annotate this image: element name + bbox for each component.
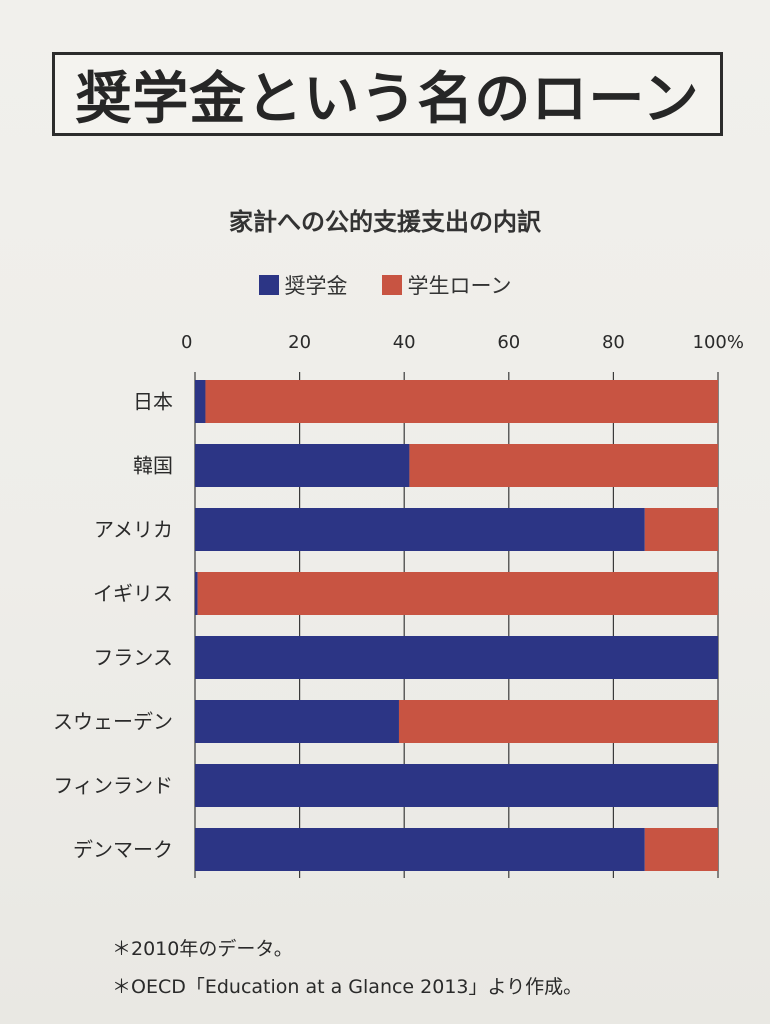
legend-label-scholarship: 奨学金 [284, 274, 348, 298]
x-tick-label-2: 40 [393, 332, 416, 353]
x-tick-label-0: 0 [181, 332, 192, 353]
bar-scholarship-4 [195, 636, 718, 679]
bar-loan-0 [205, 380, 718, 423]
legend-swatch-loan [381, 275, 402, 295]
page-title: 奨学金という名のローン [75, 66, 700, 132]
bar-loan-5 [398, 700, 718, 743]
bar-loan-1 [409, 444, 718, 487]
bar-loan-3 [197, 572, 719, 615]
title-box: 奨学金という名のローン [52, 52, 723, 136]
bar-scholarship-3 [195, 572, 198, 615]
chart-legend: 奨学金 学生ローン [0, 270, 770, 300]
bar-scholarship-6 [195, 764, 718, 807]
legend-swatch-scholarship [258, 275, 279, 295]
category-label-5: スウェーデン [53, 710, 173, 734]
bar-scholarship-1 [195, 444, 410, 487]
footnote-source: ＊OECD「Education at a Glance 2013」より作成。 [112, 976, 583, 998]
bar-loan-2 [644, 508, 718, 551]
category-label-6: フィンランド [53, 774, 173, 798]
category-label-2: アメリカ [94, 518, 173, 542]
bar-scholarship-0 [195, 380, 206, 423]
bar-scholarship-5 [195, 700, 399, 743]
x-tick-label-5: 100% [693, 332, 744, 353]
x-tick-label-4: 80 [602, 332, 625, 353]
bar-scholarship-7 [195, 828, 645, 871]
category-label-4: フランス [93, 646, 173, 670]
bar-scholarship-2 [195, 508, 645, 551]
bar-loan-7 [644, 828, 718, 871]
chart-title: 家計への公的支援支出の内訳 [229, 208, 541, 236]
category-label-1: 韓国 [133, 454, 173, 478]
category-label-7: デンマーク [73, 838, 173, 862]
x-tick-label-1: 20 [288, 332, 311, 353]
footnotes: ＊2010年のデータ。 ＊OECD「Education at a Glance … [112, 930, 582, 1006]
legend-item-loan: 学生ローン [381, 270, 512, 300]
x-tick-label-3: 60 [497, 332, 520, 353]
category-label-0: 日本 [133, 390, 173, 414]
legend-item-scholarship: 奨学金 [258, 270, 348, 300]
category-label-3: イギリス [93, 582, 173, 606]
footnote-data-year: ＊2010年のデータ。 [112, 938, 293, 960]
legend-label-loan: 学生ローン [407, 274, 512, 298]
